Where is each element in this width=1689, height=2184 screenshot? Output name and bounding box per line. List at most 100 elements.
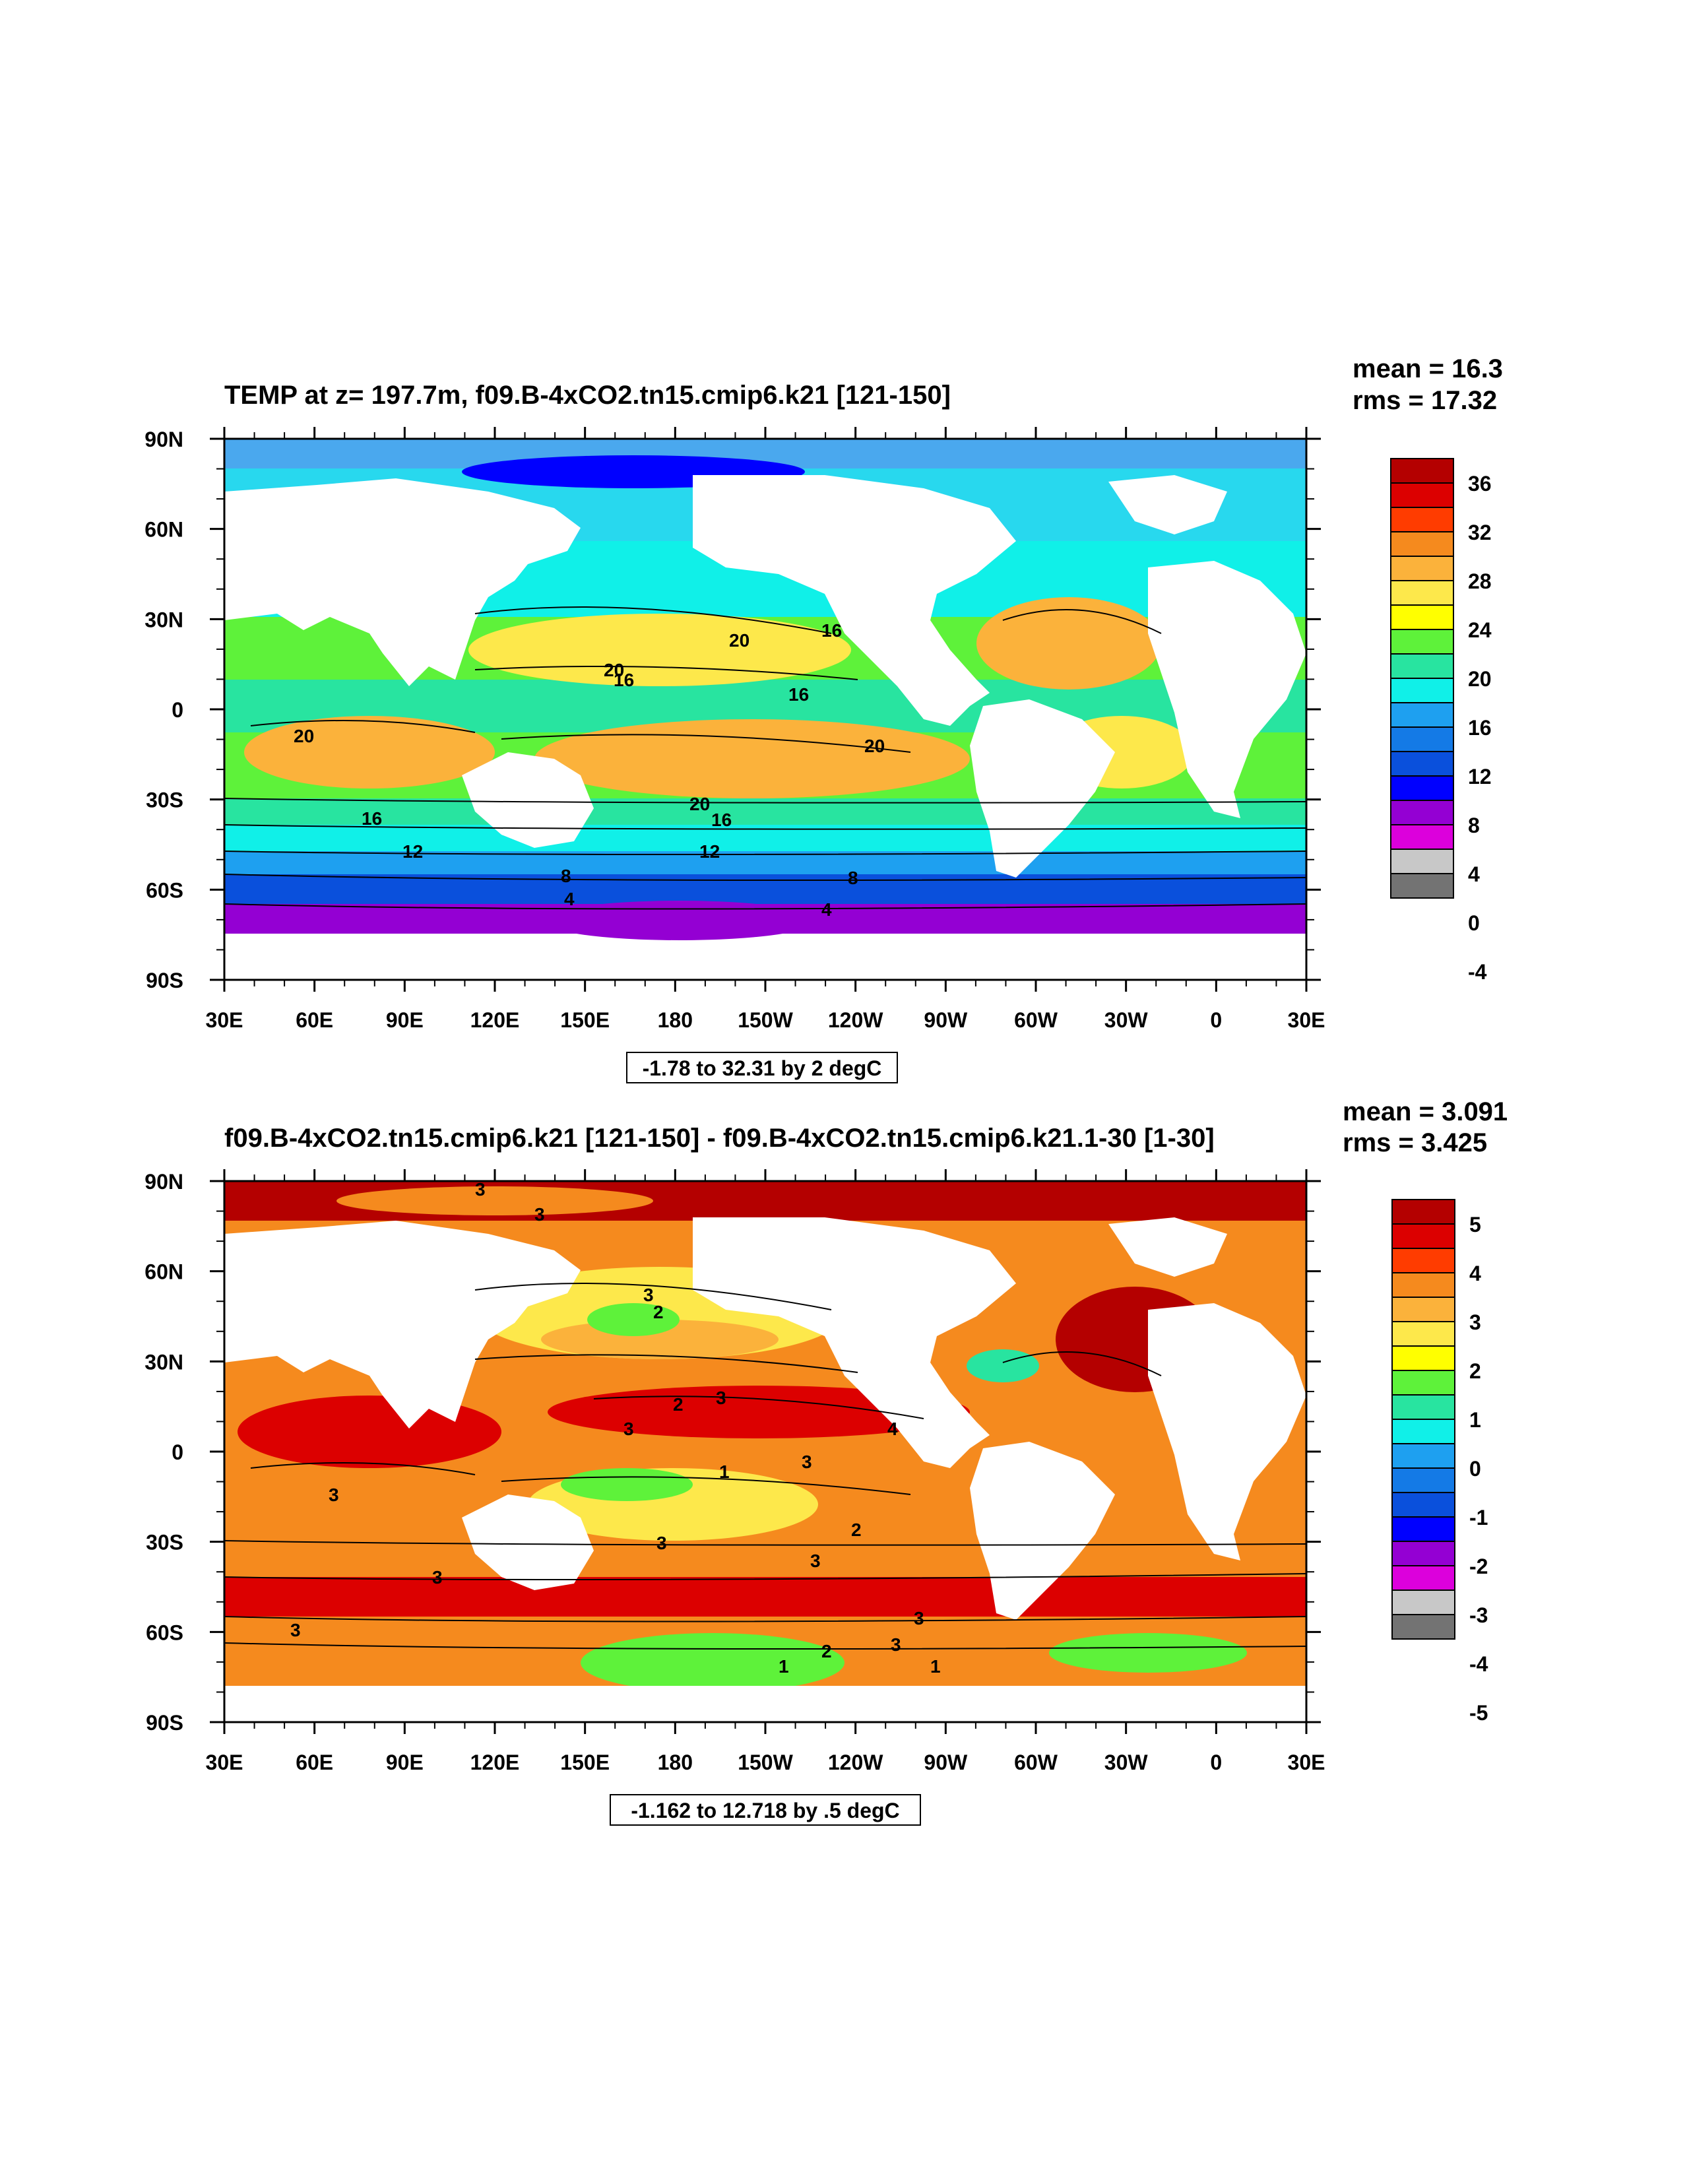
x-tick-label: 0 — [1210, 1008, 1222, 1032]
contour-labels: 3 3 3 2 3 3 2 1 4 3 3 3 2 3 3 3 3 1 2 3 — [290, 1179, 941, 1677]
contour-label: 20 — [294, 726, 314, 746]
southern-ocean-red — [224, 1577, 1306, 1617]
colorbar-label: 8 — [1468, 814, 1480, 837]
contour-label: 4 — [887, 1419, 898, 1439]
indian-red — [238, 1396, 501, 1468]
x-tick-label: 150E — [560, 1008, 610, 1032]
contour-label: 3 — [656, 1533, 667, 1553]
x-tick-label: 60W — [1014, 1008, 1058, 1032]
contour-line — [474, 1283, 832, 1310]
colorbar-label: -5 — [1469, 1701, 1488, 1725]
y-tick-label: 30N — [144, 608, 183, 631]
colorbar-label: 0 — [1468, 911, 1480, 935]
colorbar: 5 4 3 2 1 0 -1 -2 -3 -4 -5 — [1391, 1199, 1488, 1725]
land-mask — [224, 1217, 1306, 1722]
x-tick-label: 0 — [1210, 1750, 1222, 1774]
x-tick-label: 90E — [386, 1750, 424, 1774]
contour-label: 20 — [604, 660, 624, 680]
x-tick-label: 120E — [470, 1750, 520, 1774]
x-tick-label: 90E — [386, 1008, 424, 1032]
colorbar-swatch — [1390, 482, 1454, 508]
x-tick-label: 120W — [828, 1750, 883, 1774]
colorbar-swatch — [1391, 1394, 1455, 1420]
contour-label: 2 — [821, 1641, 832, 1661]
panel-title: TEMP at z= 197.7m, f09.B-4xCO2.tn15.cmip… — [224, 381, 951, 410]
panel-temperature-difference: f09.B-4xCO2.tn15.cmip6.k21 [121-150] - f… — [144, 1097, 1508, 1826]
contour-label: 3 — [891, 1634, 901, 1655]
y-tick-label: 60N — [144, 1260, 183, 1284]
colorbar-label: 16 — [1468, 716, 1492, 740]
range-box — [610, 1794, 921, 1826]
colorbar-label: -4 — [1469, 1652, 1488, 1676]
contour-line — [224, 874, 1306, 881]
x-axis: 30E 60E 90E 120E 150E 180 150W 120W 90W 60W 30W 0 30… — [206, 1169, 1325, 1774]
land-eurasia — [224, 1221, 581, 1429]
gyre-south-pacific — [534, 719, 970, 798]
colorbar-label: 5 — [1469, 1213, 1481, 1237]
contour-label: 16 — [788, 684, 809, 705]
colorbar-swatch — [1391, 1345, 1455, 1371]
colorbar-swatch — [1390, 629, 1454, 655]
contour-label: 3 — [802, 1452, 812, 1472]
y-tick-label: 90N — [144, 1170, 183, 1194]
colorbar-swatch — [1391, 1370, 1455, 1396]
colorbar-swatch — [1391, 1541, 1455, 1566]
contour-label: 16 — [711, 810, 732, 830]
contour-labels: 20 16 20 16 16 20 20 20 16 16 12 12 8 8 … — [294, 620, 885, 920]
land-africa — [1148, 561, 1306, 818]
rms-label: rms = 17.32 — [1353, 386, 1497, 415]
colorbar-swatch — [1391, 1419, 1455, 1444]
y-tick-label: 90S — [146, 969, 183, 992]
land-australia — [462, 1494, 594, 1590]
land-mask — [224, 475, 1306, 980]
x-tick-label: 150E — [560, 1750, 610, 1774]
contour-label: 3 — [716, 1388, 726, 1408]
colorbar-swatch — [1390, 678, 1454, 703]
contour-line — [224, 1540, 1306, 1546]
colorbar-label: 24 — [1468, 618, 1492, 642]
contour-label: 2 — [851, 1520, 862, 1540]
gyre-indian — [244, 716, 495, 788]
contour-line — [474, 666, 858, 680]
x-tick-label: 30E — [206, 1008, 243, 1032]
contour-label: 1 — [930, 1656, 941, 1677]
colorbar-swatch — [1390, 873, 1454, 899]
contour-line — [224, 1616, 1306, 1622]
colorbar: 36 32 28 24 20 16 12 8 4 0 -4 — [1390, 458, 1492, 984]
contour-label: 20 — [864, 736, 885, 756]
colorbar-swatch — [1391, 1321, 1455, 1347]
colorbar-swatch — [1390, 800, 1454, 825]
y-tick-label: 60N — [144, 518, 183, 542]
x-tick-label: 30E — [206, 1750, 243, 1774]
colorbar-swatch — [1390, 849, 1454, 874]
x-tick-label: 60W — [1014, 1750, 1058, 1774]
colorbar-swatch — [1391, 1565, 1455, 1591]
gyre-north-atlantic — [976, 597, 1161, 690]
contour-lines — [224, 606, 1306, 910]
contour-lines — [224, 1283, 1306, 1650]
contour-label: 8 — [848, 868, 858, 888]
y-tick-label: 30S — [146, 788, 183, 812]
colorbar-label: 3 — [1469, 1310, 1481, 1334]
colorbar-swatch — [1391, 1297, 1455, 1322]
colorbar-swatch — [1390, 458, 1454, 484]
colorbar-label: 2 — [1469, 1359, 1481, 1383]
contour-label: 16 — [821, 620, 842, 641]
colorbar-label: 36 — [1468, 472, 1492, 496]
x-tick-label: 120E — [470, 1008, 520, 1032]
contour-label: 3 — [329, 1485, 339, 1505]
contour-label: 4 — [564, 889, 575, 909]
y-tick-label: 0 — [172, 698, 183, 722]
colorbar-swatch — [1390, 824, 1454, 850]
contour-label: 12 — [699, 841, 720, 862]
colorbar-label: -1 — [1469, 1506, 1488, 1529]
contour-label: 3 — [810, 1551, 821, 1571]
y-tick-label: 0 — [172, 1440, 183, 1464]
colorbar-swatch — [1390, 580, 1454, 606]
contour-label: 16 — [362, 808, 382, 829]
panel-temperature: TEMP at z= 197.7m, f09.B-4xCO2.tn15.cmip… — [144, 354, 1503, 1083]
land-antarctica — [224, 1686, 1306, 1722]
contour-line — [250, 720, 476, 733]
colorbar-swatch — [1390, 507, 1454, 532]
